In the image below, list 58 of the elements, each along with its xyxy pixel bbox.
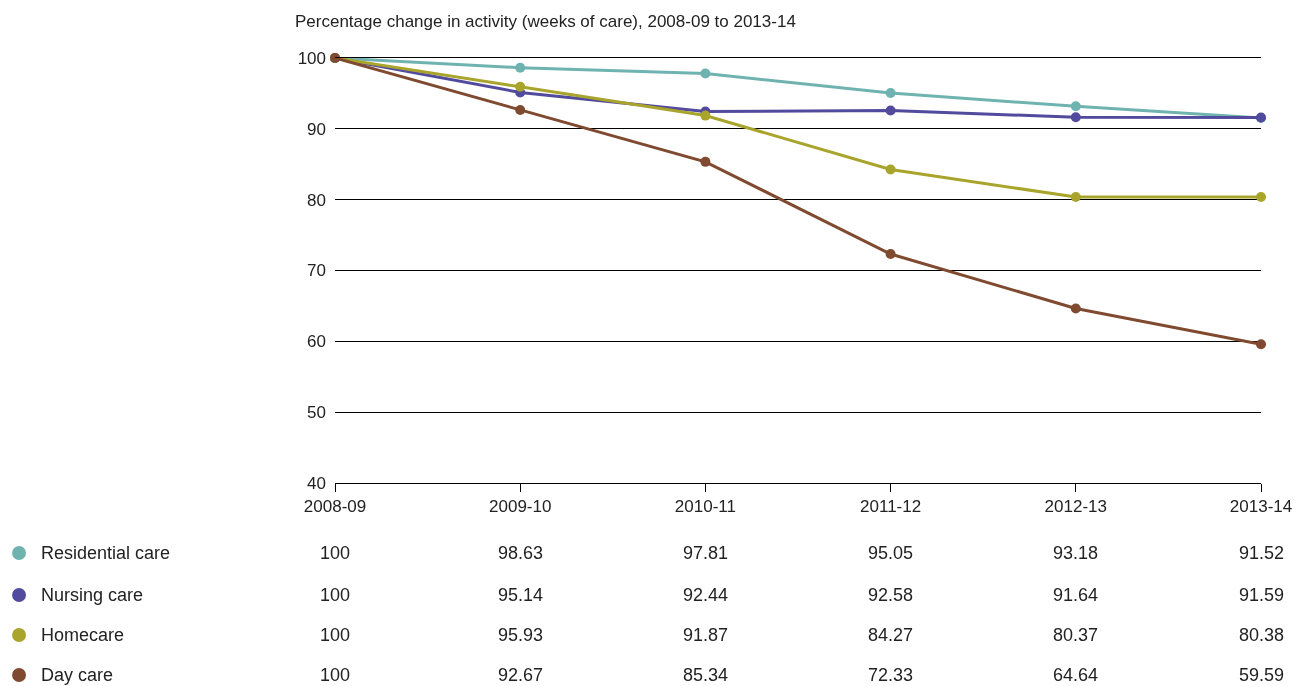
data-label: 92.44	[683, 585, 729, 605]
data-label: 95.14	[498, 585, 544, 605]
legend-label: Homecare	[41, 625, 125, 645]
y-tick-label: 60	[307, 332, 326, 352]
x-tick-label: 2011-12	[860, 497, 922, 517]
point	[515, 104, 526, 115]
point	[885, 88, 896, 99]
x-tick-label: 2012-13	[1044, 497, 1107, 517]
y-tick-label: 70	[307, 261, 326, 281]
data-label: 80.37	[1053, 625, 1099, 645]
y-tick-label: 40	[307, 473, 326, 493]
y-tick-label: 80	[307, 190, 326, 210]
point	[885, 105, 896, 116]
chart-title: Percentage change in activity (weeks of care), 2008-09 to 2013-14	[295, 12, 796, 31]
data-label: 100	[320, 585, 351, 605]
data-label: 97.81	[683, 543, 729, 563]
y-tick-label: 90	[307, 119, 326, 139]
point	[700, 110, 711, 121]
y-tick-label: 100	[297, 48, 326, 68]
data-label: 91.87	[683, 625, 729, 645]
data-label: 64.64	[1053, 665, 1099, 685]
data-label: 100	[320, 665, 351, 685]
data-label: 100	[320, 543, 351, 563]
data-label: 92.58	[868, 585, 914, 605]
point	[1070, 101, 1081, 112]
data-label: 95.05	[868, 543, 914, 563]
point	[885, 164, 896, 175]
point	[1256, 339, 1266, 350]
data-label: 100	[320, 625, 351, 645]
data-label: 72.33	[868, 665, 914, 685]
x-tick-label: 2009-10	[489, 497, 552, 517]
data-label: 93.18	[1053, 543, 1099, 563]
data-label: 91.59	[1239, 585, 1285, 605]
data-label: 85.34	[683, 665, 729, 685]
point	[1256, 191, 1266, 202]
data-label: 59.59	[1239, 665, 1285, 685]
point	[1070, 192, 1081, 203]
x-tick-label: 2013-14	[1229, 497, 1293, 517]
data-label: 92.67	[498, 665, 544, 685]
data-label: 95.93	[498, 625, 544, 645]
y-tick-label: 50	[307, 403, 326, 423]
point	[700, 68, 711, 79]
point	[1070, 303, 1081, 314]
x-tick-label: 2010-11	[674, 497, 736, 517]
legend-label: Residential care	[41, 543, 171, 563]
point	[1070, 112, 1081, 123]
legend-label: Nursing care	[41, 585, 144, 605]
data-label: 84.27	[868, 625, 914, 645]
point	[515, 81, 526, 92]
data-label: 80.38	[1239, 625, 1285, 645]
data-label: 98.63	[498, 543, 544, 563]
legend-label: Day care	[41, 665, 114, 685]
data-label: 91.52	[1239, 543, 1285, 563]
point	[885, 249, 896, 259]
data-label: 91.64	[1053, 585, 1099, 605]
x-tick-label: 2008-09	[303, 497, 367, 517]
point	[700, 156, 711, 167]
point	[515, 62, 526, 73]
